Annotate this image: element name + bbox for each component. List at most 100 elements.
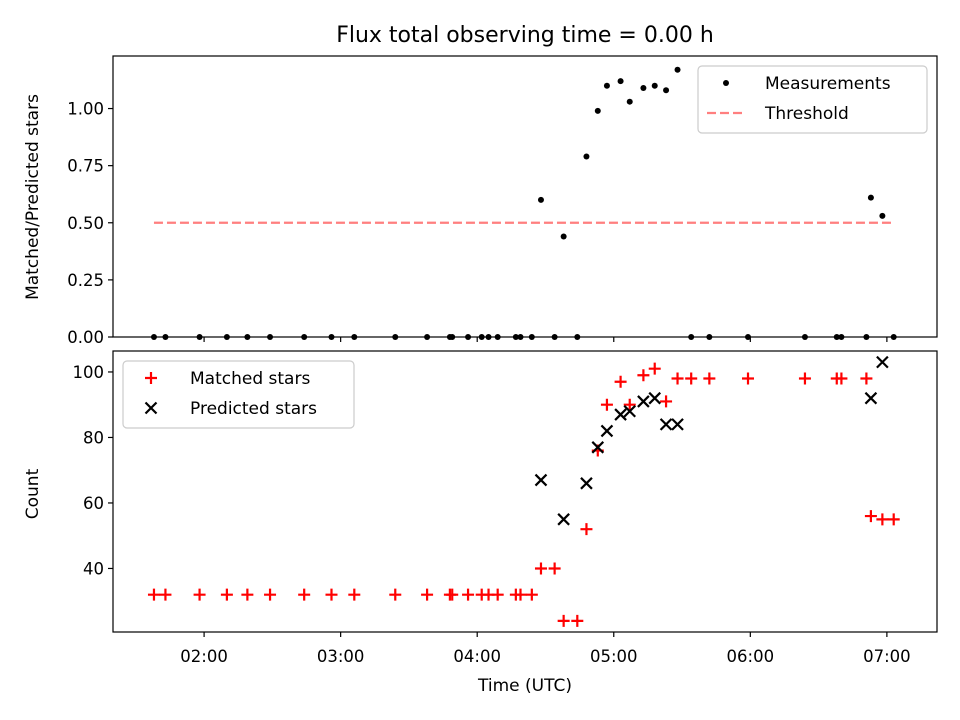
bottom-plot-frame: [112, 350, 938, 633]
bottom-series-matched-stars: [147, 362, 900, 627]
bottom-matched-point: [389, 588, 402, 601]
bottom-y-tick-label: 80: [83, 428, 104, 447]
bottom-legend: Matched stars Predicted stars: [122, 360, 355, 429]
bottom-matched-point: [446, 588, 459, 601]
top-y-tick-label: 0.75: [67, 157, 104, 176]
bottom-matched-point: [421, 588, 434, 601]
bottom-matched-point: [864, 510, 877, 523]
bottom-predicted-point: [637, 395, 650, 408]
bottom-matched-point: [660, 395, 673, 408]
bottom-y-tick-label: 100: [73, 363, 105, 382]
bottom-matched-point: [220, 588, 233, 601]
top-legend-box: [697, 65, 928, 134]
bottom-x-tick-label: 04:00: [453, 647, 501, 666]
bottom-matched-point: [614, 375, 627, 388]
bottom-matched-point: [193, 588, 206, 601]
bottom-predicted-point: [623, 404, 637, 418]
top-y-tick-label: 0.50: [67, 214, 104, 233]
bottom-chart-x-axis-label: Time (UTC): [477, 676, 572, 696]
bottom-matched-point: [557, 614, 570, 627]
bottom-predicted-point: [557, 513, 570, 526]
bottom-matched-point: [623, 398, 636, 411]
top-legend-label: Measurements: [765, 74, 891, 94]
bottom-legend-box: [122, 360, 355, 429]
bottom-predicted-point: [671, 418, 684, 431]
bottom-x-tick-label: 02:00: [180, 647, 228, 666]
top-legend-dot-swatch: [723, 80, 729, 86]
bottom-matched-point: [876, 513, 889, 526]
top-measurement-point: [651, 82, 658, 89]
top-y-tick-label: 0.25: [67, 271, 104, 290]
bottom-matched-point: [514, 588, 527, 601]
bottom-legend-item: Predicted stars: [144, 399, 317, 419]
bottom-matched-point: [348, 588, 361, 601]
bottom-matched-point: [742, 372, 755, 385]
top-legend: Measurements Threshold: [697, 65, 928, 134]
bottom-matched-point: [491, 588, 504, 601]
bottom-legend-x-swatch: [144, 401, 158, 415]
top-series-measurements: [150, 66, 897, 340]
top-measurement-point: [867, 194, 874, 201]
bottom-matched-point: [548, 562, 561, 575]
bottom-series-predicted-stars: [534, 355, 889, 526]
bottom-chart: 40 60 80 100 02:00 03:00 04:00 05:00 06:00 07:00 M…: [73, 350, 938, 666]
bottom-matched-point: [534, 562, 547, 575]
bottom-predicted-point: [614, 408, 627, 421]
bottom-matched-point: [241, 588, 254, 601]
bottom-x-tick-label: 06:00: [727, 647, 775, 666]
bottom-legend-item: Matched stars: [145, 369, 310, 389]
bottom-matched-point: [685, 372, 698, 385]
bottom-matched-point: [860, 372, 873, 385]
bottom-matched-point: [325, 588, 338, 601]
bottom-matched-point: [525, 588, 538, 601]
bottom-predicted-point: [600, 424, 614, 438]
top-plot-frame: [112, 55, 938, 338]
top-measurement-point: [674, 66, 681, 73]
top-legend-item: Threshold: [707, 104, 849, 124]
bottom-predicted-point: [648, 391, 662, 405]
top-measurement-point: [640, 84, 647, 91]
bottom-predicted-point: [534, 473, 548, 487]
bottom-matched-point: [835, 372, 848, 385]
bottom-predicted-point: [591, 441, 605, 454]
bottom-matched-point: [580, 523, 593, 536]
bottom-matched-point: [671, 372, 684, 385]
bottom-predicted-point: [580, 477, 593, 490]
bottom-matched-point: [703, 372, 716, 385]
bottom-matched-point: [637, 369, 650, 382]
bottom-matched-point: [571, 614, 584, 627]
bottom-matched-point: [887, 513, 900, 526]
top-measurement-point: [583, 153, 590, 160]
top-chart-title: Flux total observing time = 0.00 h: [336, 23, 714, 48]
bottom-matched-point: [159, 588, 172, 601]
top-chart-y-axis-label: Matched/Predicted stars: [23, 94, 43, 300]
bottom-chart-y-axis-label: Count: [23, 468, 43, 519]
bottom-x-tick-label: 03:00: [317, 647, 365, 666]
bottom-legend-plus-swatch: [145, 372, 157, 384]
top-legend-label: Threshold: [764, 104, 849, 124]
bottom-matched-point: [648, 362, 661, 375]
bottom-predicted-point: [659, 418, 673, 431]
top-chart: 0.00 0.25 0.50 0.75 1.00 Measurements Threshol…: [67, 55, 938, 347]
bottom-predicted-point: [864, 391, 878, 405]
top-measurement-point: [560, 233, 567, 240]
top-measurement-point: [537, 196, 544, 203]
bottom-matched-point: [600, 398, 613, 411]
bottom-x-tick-label: 05:00: [590, 647, 638, 666]
bottom-matched-point: [264, 588, 277, 601]
bottom-x-tick-label: 07:00: [863, 647, 911, 666]
top-measurement-point: [879, 212, 886, 219]
bottom-matched-point: [462, 588, 475, 601]
bottom-y-tick-label: 40: [83, 559, 104, 578]
top-measurement-point: [603, 82, 610, 89]
top-measurement-point: [663, 87, 670, 94]
top-measurement-point: [617, 78, 624, 85]
bottom-legend-label: Matched stars: [190, 369, 310, 389]
bottom-matched-point: [798, 372, 811, 385]
top-legend-item: Measurements: [723, 74, 891, 94]
bottom-matched-point: [147, 588, 160, 601]
bottom-y-tick-label: 60: [83, 494, 104, 513]
bottom-legend-label: Predicted stars: [190, 399, 317, 419]
bottom-predicted-point: [876, 355, 889, 369]
